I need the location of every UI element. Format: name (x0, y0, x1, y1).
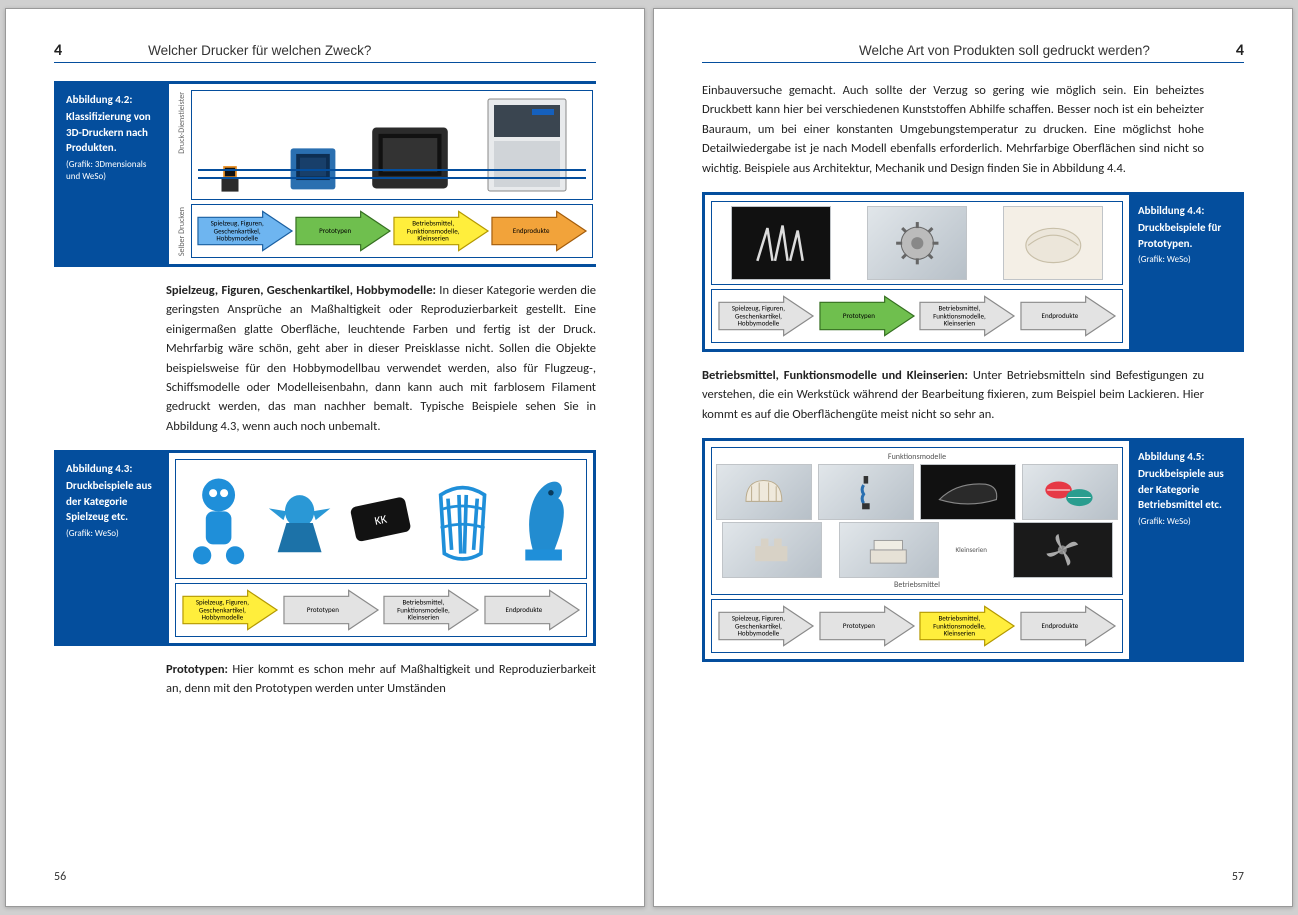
category-arrow: Spielzeug, Figuren, Geschenkartikel, Hob… (717, 294, 815, 338)
chapter-number: 4 (54, 41, 62, 60)
page-header-right: Welche Art von Produkten soll gedruckt w… (702, 41, 1244, 63)
toy-chess-knight-icon (507, 469, 580, 569)
caption-title: Abbildung 4.2: (66, 92, 160, 107)
printer-large-icon (362, 121, 457, 195)
func-shock-icon (818, 464, 914, 520)
y-axis-label-bottom: Selber Drucken (175, 205, 189, 258)
body-paragraph: Prototypen: Hier kommt es schon mehr auf… (166, 660, 596, 699)
category-arrow-row: Spielzeug, Figuren, Geschenkartikel, Hob… (711, 599, 1123, 653)
category-arrow: Prototypen (818, 604, 916, 648)
category-arrow: Spielzeug, Figuren, Geschenkartikel, Hob… (717, 604, 815, 648)
toy-yoda-bust-icon (263, 469, 336, 569)
chapter-number: 4 (1236, 41, 1244, 60)
toy-thumbnails: KK (175, 459, 587, 579)
fixture-1-icon (722, 522, 822, 578)
fixture-2-icon (839, 522, 939, 578)
prototype-thumbnails (711, 201, 1123, 285)
category-arrow-row: Spielzeug, Figuren, Geschenkartikel, Hob… (711, 289, 1123, 343)
caption-desc: Druckbeispiele aus der Kategorie Betrieb… (1138, 466, 1232, 512)
figure-caption: Abbildung 4.4: Druckbeispiele für Protot… (1129, 195, 1241, 349)
chapter-title: Welche Art von Produkten soll gedruckt w… (859, 43, 1150, 58)
section-label: Funktionsmodelle (716, 452, 1118, 462)
category-arrow: Betriebsmittel, Funktionsmodelle, Kleins… (382, 588, 480, 632)
category-arrow: Betriebsmittel, Funktionsmodelle, Kleins… (392, 209, 490, 253)
caption-credit: (Grafik: WeSo) (1138, 516, 1232, 529)
body-paragraph: Spielzeug, Figuren, Geschenkartikel, Hob… (166, 281, 596, 436)
func-helmet-icon (716, 464, 812, 520)
body-paragraph: Einbauversuche gemacht. Auch sollte der … (702, 81, 1204, 178)
y-axis-label-top: Druck-Dienstleister (175, 90, 189, 156)
page-number: 56 (54, 870, 66, 884)
body-paragraph: Betriebsmittel, Funktionsmodelle und Kle… (702, 366, 1204, 424)
figure-caption: Abbildung 4.5: Druckbeispiele aus der Ka… (1129, 441, 1241, 659)
caption-title: Abbildung 4.4: (1138, 203, 1232, 218)
page-left: 4 Welcher Drucker für welchen Zweck? Abb… (5, 8, 645, 907)
paragraph-lead: Spielzeug, Figuren, Geschenkartikel, Hob… (166, 283, 436, 298)
figure-content: Funktionsmodelle Klein­serien Betriebsmi… (705, 441, 1129, 659)
section-label: Betriebsmittel (716, 580, 1118, 590)
caption-desc: Klassifizierung von 3D-Druckern nach Pro… (66, 109, 160, 155)
funcmodel-panel: Funktionsmodelle Klein­serien Betriebsmi… (711, 447, 1123, 595)
category-arrow: Endprodukte (483, 588, 581, 632)
svg-text:KK: KK (374, 512, 389, 528)
impeller-icon (1013, 522, 1113, 578)
caption-desc: Druckbeispiele für Prototypen. (1138, 220, 1232, 251)
category-arrow: Spielzeug, Figuren, Geschenkartikel, Hob… (196, 209, 294, 253)
figure-caption: Abbildung 4.2: Klassifizierung von 3D-Dr… (57, 84, 169, 264)
chapter-title: Welcher Drucker für welchen Zweck? (148, 43, 371, 58)
category-arrow: Prototypen (818, 294, 916, 338)
paragraph-body: In dieser Kate­gorie werden die geringst… (166, 283, 596, 434)
figure-content: Druck-Dienstleister Selber Drucken (169, 84, 599, 264)
printer-row (191, 90, 593, 200)
figure-content: Spielzeug, Figuren, Geschenkartikel, Hob… (705, 195, 1129, 349)
func-bike-helmets-icon (1022, 464, 1118, 520)
category-arrow: Endprodukte (1019, 604, 1117, 648)
toy-basket-icon (426, 469, 499, 569)
caption-credit: (Grafik: WeSo) (1138, 254, 1232, 267)
paragraph-lead: Betriebsmittel, Funktionsmodelle und Kle… (702, 368, 968, 383)
prototype-mouse-icon (1003, 206, 1103, 280)
figure-4-2: Abbildung 4.2: Klassifizierung von 3D-Dr… (54, 81, 596, 267)
page-header-left: 4 Welcher Drucker für welchen Zweck? (54, 41, 596, 63)
book-spread: 4 Welcher Drucker für welchen Zweck? Abb… (5, 8, 1293, 907)
figure-content: KK Spielzeug, Figuren, Geschenkartikel, … (169, 453, 593, 643)
toy-robot-icon (182, 469, 255, 569)
caption-desc: Druckbeispiele aus der Kategorie Spielze… (66, 478, 160, 524)
category-arrow: Betriebsmittel, Funktionsmodelle, Kleins… (918, 294, 1016, 338)
category-arrow: Prototypen (294, 209, 392, 253)
printer-medium-icon (272, 139, 354, 195)
prototype-architecture-icon (731, 206, 831, 280)
figure-4-3: Abbildung 4.3: Druckbeispiele aus der Ka… (54, 450, 596, 646)
caption-title: Abbildung 4.5: (1138, 449, 1232, 464)
category-arrow: Endprodukte (490, 209, 588, 253)
caption-credit: (Grafik: WeSo) (66, 528, 160, 541)
page-number: 57 (1232, 870, 1244, 884)
category-arrow-row: Spielzeug, Figuren, Geschenkartikel, Hob… (191, 204, 593, 258)
printer-industrial-icon (465, 95, 588, 195)
page-right: Welche Art von Produkten soll gedruckt w… (653, 8, 1293, 907)
paragraph-lead: Prototypen: (166, 662, 228, 677)
figure-caption: Abbildung 4.3: Druckbeispiele aus der Ka… (57, 453, 169, 643)
category-arrow-row: Spielzeug, Figuren, Geschenkartikel, Hob… (175, 583, 587, 637)
category-arrow: Prototypen (282, 588, 380, 632)
category-arrow: Betriebsmittel, Funktionsmodelle, Kleins… (918, 604, 1016, 648)
toy-card-case-icon: KK (344, 469, 417, 569)
prototype-gear-icon (867, 206, 967, 280)
section-label: Klein­serien (956, 546, 996, 554)
caption-title: Abbildung 4.3: (66, 461, 160, 476)
category-arrow: Endprodukte (1019, 294, 1117, 338)
caption-credit: (Grafik: 3Dmensionals und WeSo) (66, 159, 160, 184)
figure-4-5: Funktionsmodelle Klein­serien Betriebsmi… (702, 438, 1244, 662)
figure-4-4: Spielzeug, Figuren, Geschenkartikel, Hob… (702, 192, 1244, 352)
func-shoesole-icon (920, 464, 1016, 520)
category-arrow: Spielzeug, Figuren, Geschenkartikel, Hob… (181, 588, 279, 632)
paragraph-body: Hier kommt es schon mehr auf Maßhaltigke… (166, 662, 596, 696)
